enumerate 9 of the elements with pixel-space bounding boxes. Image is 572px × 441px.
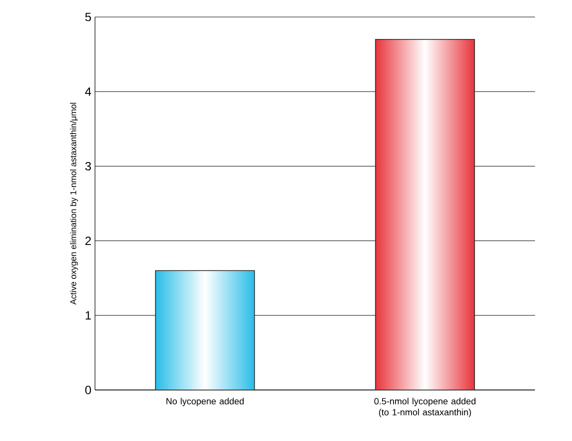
y-tick-label: 1	[86, 311, 91, 320]
y-tick-label: 2	[85, 236, 91, 245]
y-tick-label: 0	[85, 386, 92, 394]
y-tick-label: 4	[85, 87, 92, 96]
y-tick-label: 3	[85, 162, 91, 170]
y-tick-label: 5	[85, 12, 91, 22]
x-tick-label: 0.5-nmol lycopene added (to 1-nmol astaxanthin)	[374, 398, 476, 418]
y-axis-title: Active oxygen elimination by 1-nmol astaxanthin/μmol	[70, 102, 78, 305]
x-tick-label: No lycopene added	[166, 398, 244, 406]
